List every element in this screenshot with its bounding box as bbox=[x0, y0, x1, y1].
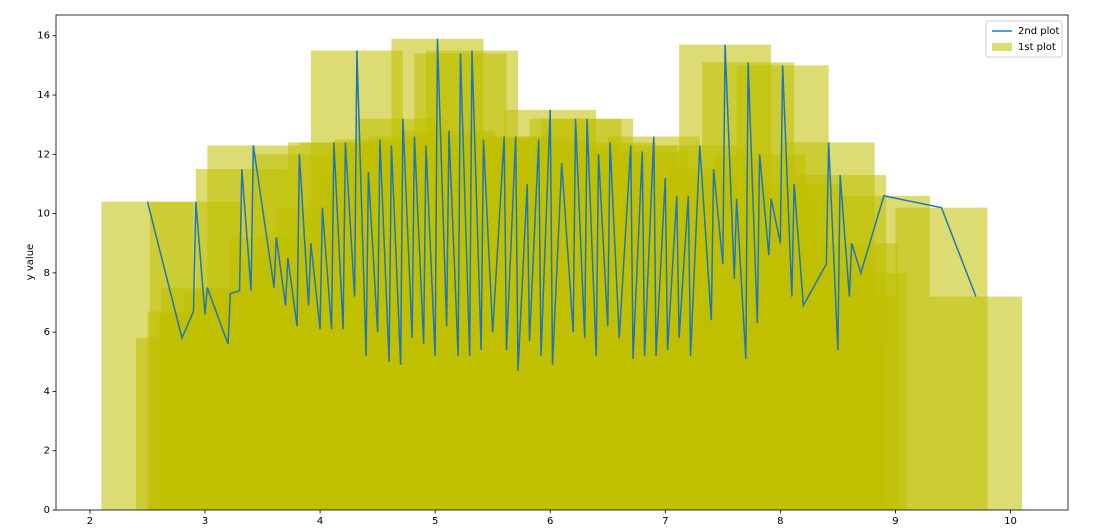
y-tick-label: 2 bbox=[44, 446, 50, 457]
y-tick-label: 4 bbox=[44, 386, 50, 397]
y-tick-label: 8 bbox=[44, 268, 50, 279]
y-tick-label: 6 bbox=[44, 327, 50, 338]
y-tick-label: 12 bbox=[37, 149, 50, 160]
line bbox=[146, 38, 977, 371]
axes-frame bbox=[55, 14, 1069, 511]
y-tick-label: 0 bbox=[44, 505, 50, 516]
x-tick-label: 2 bbox=[87, 516, 93, 526]
y-tick-label: 14 bbox=[37, 90, 50, 101]
x-tick-label: 4 bbox=[317, 516, 323, 526]
x-tick-label: 9 bbox=[892, 516, 898, 526]
x-tick-label: 7 bbox=[662, 516, 668, 526]
y-axis-label: y value bbox=[25, 244, 36, 280]
line-layer bbox=[146, 38, 977, 371]
legend-label: 2nd plot bbox=[1018, 26, 1059, 37]
x-tick-label: 5 bbox=[432, 516, 438, 526]
y-tick-label: 16 bbox=[37, 31, 50, 42]
y-tick-label: 10 bbox=[37, 209, 50, 220]
legend-swatch bbox=[992, 43, 1012, 51]
bar bbox=[929, 296, 1022, 510]
x-tick-label: 6 bbox=[547, 516, 553, 526]
legend-label: 1st plot bbox=[1018, 42, 1056, 53]
x-tick-label: 10 bbox=[1004, 516, 1017, 526]
x-tick-label: 8 bbox=[777, 516, 783, 526]
x-tick-label: 3 bbox=[202, 516, 208, 526]
